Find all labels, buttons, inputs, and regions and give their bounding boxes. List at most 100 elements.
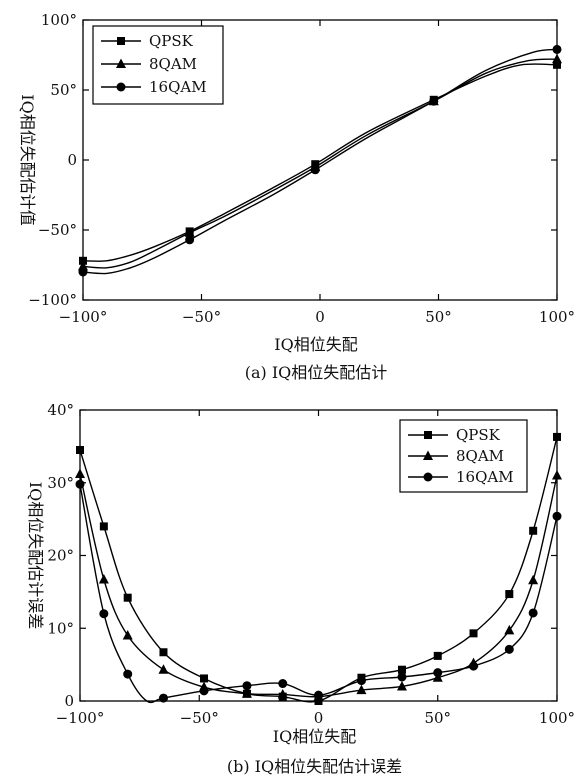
data-point [123,669,133,679]
x-tick-label: −100° [59,308,108,326]
legend-marker [424,431,432,439]
data-point [79,256,87,265]
data-point [78,260,88,271]
data-point [314,697,323,705]
data-point [98,574,109,584]
y-axis-label: IQ相位失配估计误差 [26,482,45,629]
y-tick-label: −100° [28,291,77,309]
x-tick-label: 50° [425,308,452,326]
data-point [78,267,88,277]
data-point [397,672,407,682]
x-tick-label: 0 [315,308,325,326]
data-point [469,661,479,671]
data-point [504,624,515,635]
legend-marker [116,58,126,68]
legend-label: QPSK [456,426,501,444]
x-tick-label: 100° [539,709,575,727]
legend-box [92,25,224,105]
data-point [99,609,109,619]
y-tick-label: 30° [47,474,74,492]
series-line [79,473,558,698]
legend-marker [423,450,433,460]
data-point [396,680,407,691]
data-point [356,684,367,695]
x-tick-label: −50° [182,308,221,326]
y-axis-label: IQ相位失配估计值 [18,94,37,225]
y-tick-label: 0 [67,151,77,169]
legend-item: 8QAM [408,447,504,465]
data-point [397,665,406,674]
data-point [552,53,562,64]
legend-item: 16QAM [408,468,514,486]
data-point [552,511,562,521]
y-tick-label: 10° [47,619,74,637]
legend-marker [116,82,126,92]
legend-label: 8QAM [456,447,504,465]
data-point [314,690,323,700]
legend-item: 16QAM [101,78,207,96]
data-point [241,688,252,698]
data-point [184,227,195,237]
series-line [82,48,558,275]
y-tick-label: 50° [50,81,77,99]
data-point [75,479,85,489]
legend-marker [117,37,125,45]
x-tick-label: 0 [314,709,324,727]
chart-caption: (b) IQ相位失配估计误差 [227,757,402,776]
y-tick-label: 100° [41,11,77,29]
data-point [433,668,443,678]
data-point [310,165,320,175]
series-line [82,58,558,269]
x-tick-label: 50° [424,709,451,727]
legend-item: QPSK [408,426,501,444]
x-axis-label: IQ相位失配 [273,727,356,746]
data-point [433,651,442,660]
data-point [123,593,132,602]
legend-label: QPSK [149,32,194,50]
legend-label: 8QAM [149,55,197,73]
data-point [185,235,195,245]
data-point [278,679,288,689]
data-point [159,648,168,657]
data-point [528,574,539,585]
data-point [553,60,561,69]
series-line [82,63,558,262]
data-point [528,608,538,618]
x-tick-label: 100° [539,308,575,326]
data-point [200,674,209,683]
x-axis-label: IQ相位失配 [274,335,357,354]
data-point [529,526,538,535]
data-point [158,693,168,703]
y-tick-label: −50° [38,221,77,239]
data-point [199,686,209,696]
data-point [553,432,561,441]
x-tick-label: −100° [56,709,105,727]
data-point [356,676,366,686]
series-8qam [75,468,562,701]
data-point [504,644,514,654]
chart-a: −100° −50° 0 50° 100° −100° −50° 0 50° 100° IQ相位失配… [18,11,575,382]
x-tick-label: −50° [180,709,219,727]
series-16qam [75,479,562,704]
legend: QPSK 8QAM 16QAM [92,25,224,105]
legend-label: 16QAM [149,78,207,96]
series-line [79,484,558,704]
data-point [469,629,478,638]
legend-marker [423,472,433,482]
data-point [552,44,562,54]
data-point [122,630,133,640]
legend-item: 8QAM [101,55,197,73]
data-point [158,664,169,674]
legend-label: 16QAM [456,468,514,486]
y-tick-label: 20° [47,547,74,565]
data-point [242,681,252,691]
data-point [75,468,85,479]
data-point [76,446,84,455]
legend-item: QPSK [101,32,194,50]
series-16qam [78,44,562,277]
data-point [277,688,288,699]
data-point [429,96,439,106]
data-point [505,590,514,599]
legend: QPSK 8QAM 16QAM [399,419,528,493]
